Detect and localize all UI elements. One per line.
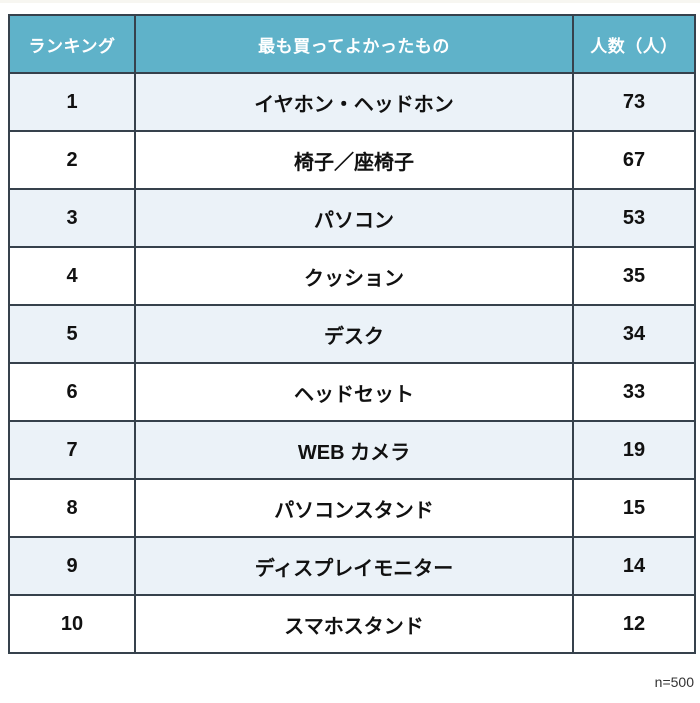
rank-cell: 6 bbox=[8, 362, 136, 422]
ranking-table: ランキング 最も買ってよかったもの 人数（人） 1 イヤホン・ヘッドホン 7 3 … bbox=[8, 14, 696, 654]
header-cell-rank: ランキング bbox=[8, 14, 136, 74]
item-cell: ディスプレイモニター bbox=[134, 536, 574, 596]
count-cell: 73 bbox=[572, 72, 696, 132]
count-cell: 19 bbox=[572, 420, 696, 480]
table-row: 6 ヘッドセット 33 bbox=[8, 362, 696, 422]
count-cell: 12 bbox=[572, 594, 696, 654]
count-cell: 34 bbox=[572, 304, 696, 364]
rank-cell: 4 bbox=[8, 246, 136, 306]
count-cell: 53 bbox=[572, 188, 696, 248]
count-cell: 15 bbox=[572, 478, 696, 538]
rank-cell: 3 bbox=[8, 188, 136, 248]
sample-size-note: n=500 bbox=[654, 674, 694, 690]
item-cell: クッション bbox=[134, 246, 574, 306]
header-cell-count: 人数（人） bbox=[572, 14, 696, 74]
count-cell: 33 bbox=[572, 362, 696, 422]
rank-cell: 10 bbox=[8, 594, 136, 654]
table-row: 8 パソコンスタンド 15 bbox=[8, 478, 696, 538]
rank-cell: 5 bbox=[8, 304, 136, 364]
rank-cell: 8 bbox=[8, 478, 136, 538]
table-row: 7 WEB カメラ 19 bbox=[8, 420, 696, 480]
table-row: 10 スマホスタンド 12 bbox=[8, 594, 696, 654]
header-cell-item: 最も買ってよかったもの bbox=[134, 14, 574, 74]
table-row: 4 クッション 35 bbox=[8, 246, 696, 306]
count-cell: 14 bbox=[572, 536, 696, 596]
item-cell: パソコンスタンド bbox=[134, 478, 574, 538]
rank-cell: 2 bbox=[8, 130, 136, 190]
table-header-row: ランキング 最も買ってよかったもの 人数（人） bbox=[8, 14, 696, 74]
table-row: 1 イヤホン・ヘッドホン 73 bbox=[8, 72, 696, 132]
table-body: 1 イヤホン・ヘッドホン 73 2 椅子／座椅子 67 3 パソコン 53 4 … bbox=[8, 72, 696, 654]
rank-cell: 7 bbox=[8, 420, 136, 480]
item-cell: スマホスタンド bbox=[134, 594, 574, 654]
item-cell: デスク bbox=[134, 304, 574, 364]
item-cell: WEB カメラ bbox=[134, 420, 574, 480]
item-cell: パソコン bbox=[134, 188, 574, 248]
item-cell: イヤホン・ヘッドホン bbox=[134, 72, 574, 132]
count-cell: 67 bbox=[572, 130, 696, 190]
table-row: 5 デスク 34 bbox=[8, 304, 696, 364]
count-cell: 35 bbox=[572, 246, 696, 306]
table-row: 3 パソコン 53 bbox=[8, 188, 696, 248]
top-divider-strip bbox=[0, 0, 700, 3]
table-row: 2 椅子／座椅子 67 bbox=[8, 130, 696, 190]
item-cell: ヘッドセット bbox=[134, 362, 574, 422]
table-row: 9 ディスプレイモニター 14 bbox=[8, 536, 696, 596]
rank-cell: 9 bbox=[8, 536, 136, 596]
item-cell: 椅子／座椅子 bbox=[134, 130, 574, 190]
rank-cell: 1 bbox=[8, 72, 136, 132]
